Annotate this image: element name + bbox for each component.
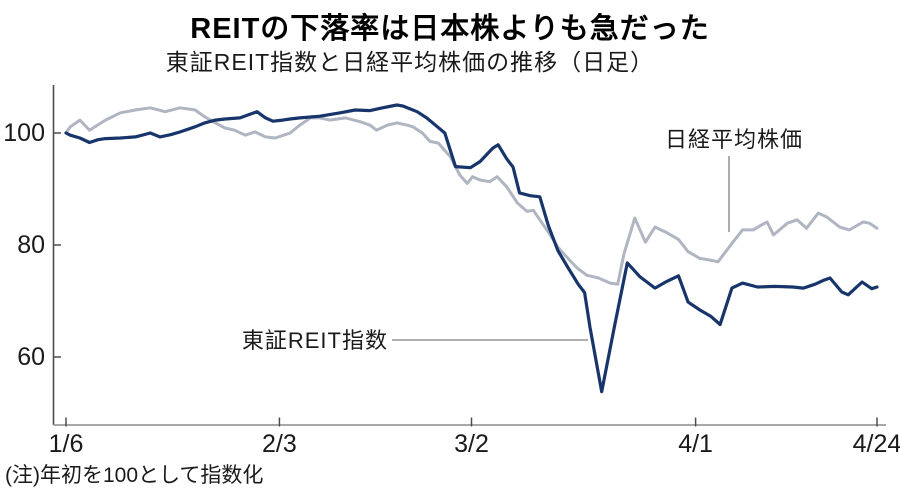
series-line-reit: [64, 103, 879, 394]
chart-note: (注)年初を100として指数化: [5, 464, 264, 487]
annotation-layer: 東証REIT指数 日経平均株価: [242, 127, 803, 353]
reit-series-label: 東証REIT指数: [242, 328, 388, 353]
nikkei-series-label: 日経平均株価: [665, 127, 803, 152]
x-tick-label: 2/3: [262, 430, 297, 458]
series-layer: [64, 103, 879, 394]
series-line-nikkei: [64, 106, 879, 286]
chart-subtitle: 東証REIT指数と日経平均株価の推移（日足）: [165, 49, 655, 75]
chart-title: REITの下落率は日本株よりも急だった: [190, 13, 710, 45]
axes-layer: 100 80 60 1/6 2/3 3/2 4/1 4/24: [3, 85, 900, 458]
y-tick-label: 60: [17, 343, 45, 371]
x-tick-label: 4/24: [853, 430, 900, 458]
x-tick-label: 3/2: [454, 430, 489, 458]
x-tick-label: 4/1: [678, 430, 713, 458]
y-tick-label: 80: [17, 231, 45, 259]
y-tick-label: 100: [3, 119, 45, 147]
x-tick-label: 1/6: [49, 430, 84, 458]
